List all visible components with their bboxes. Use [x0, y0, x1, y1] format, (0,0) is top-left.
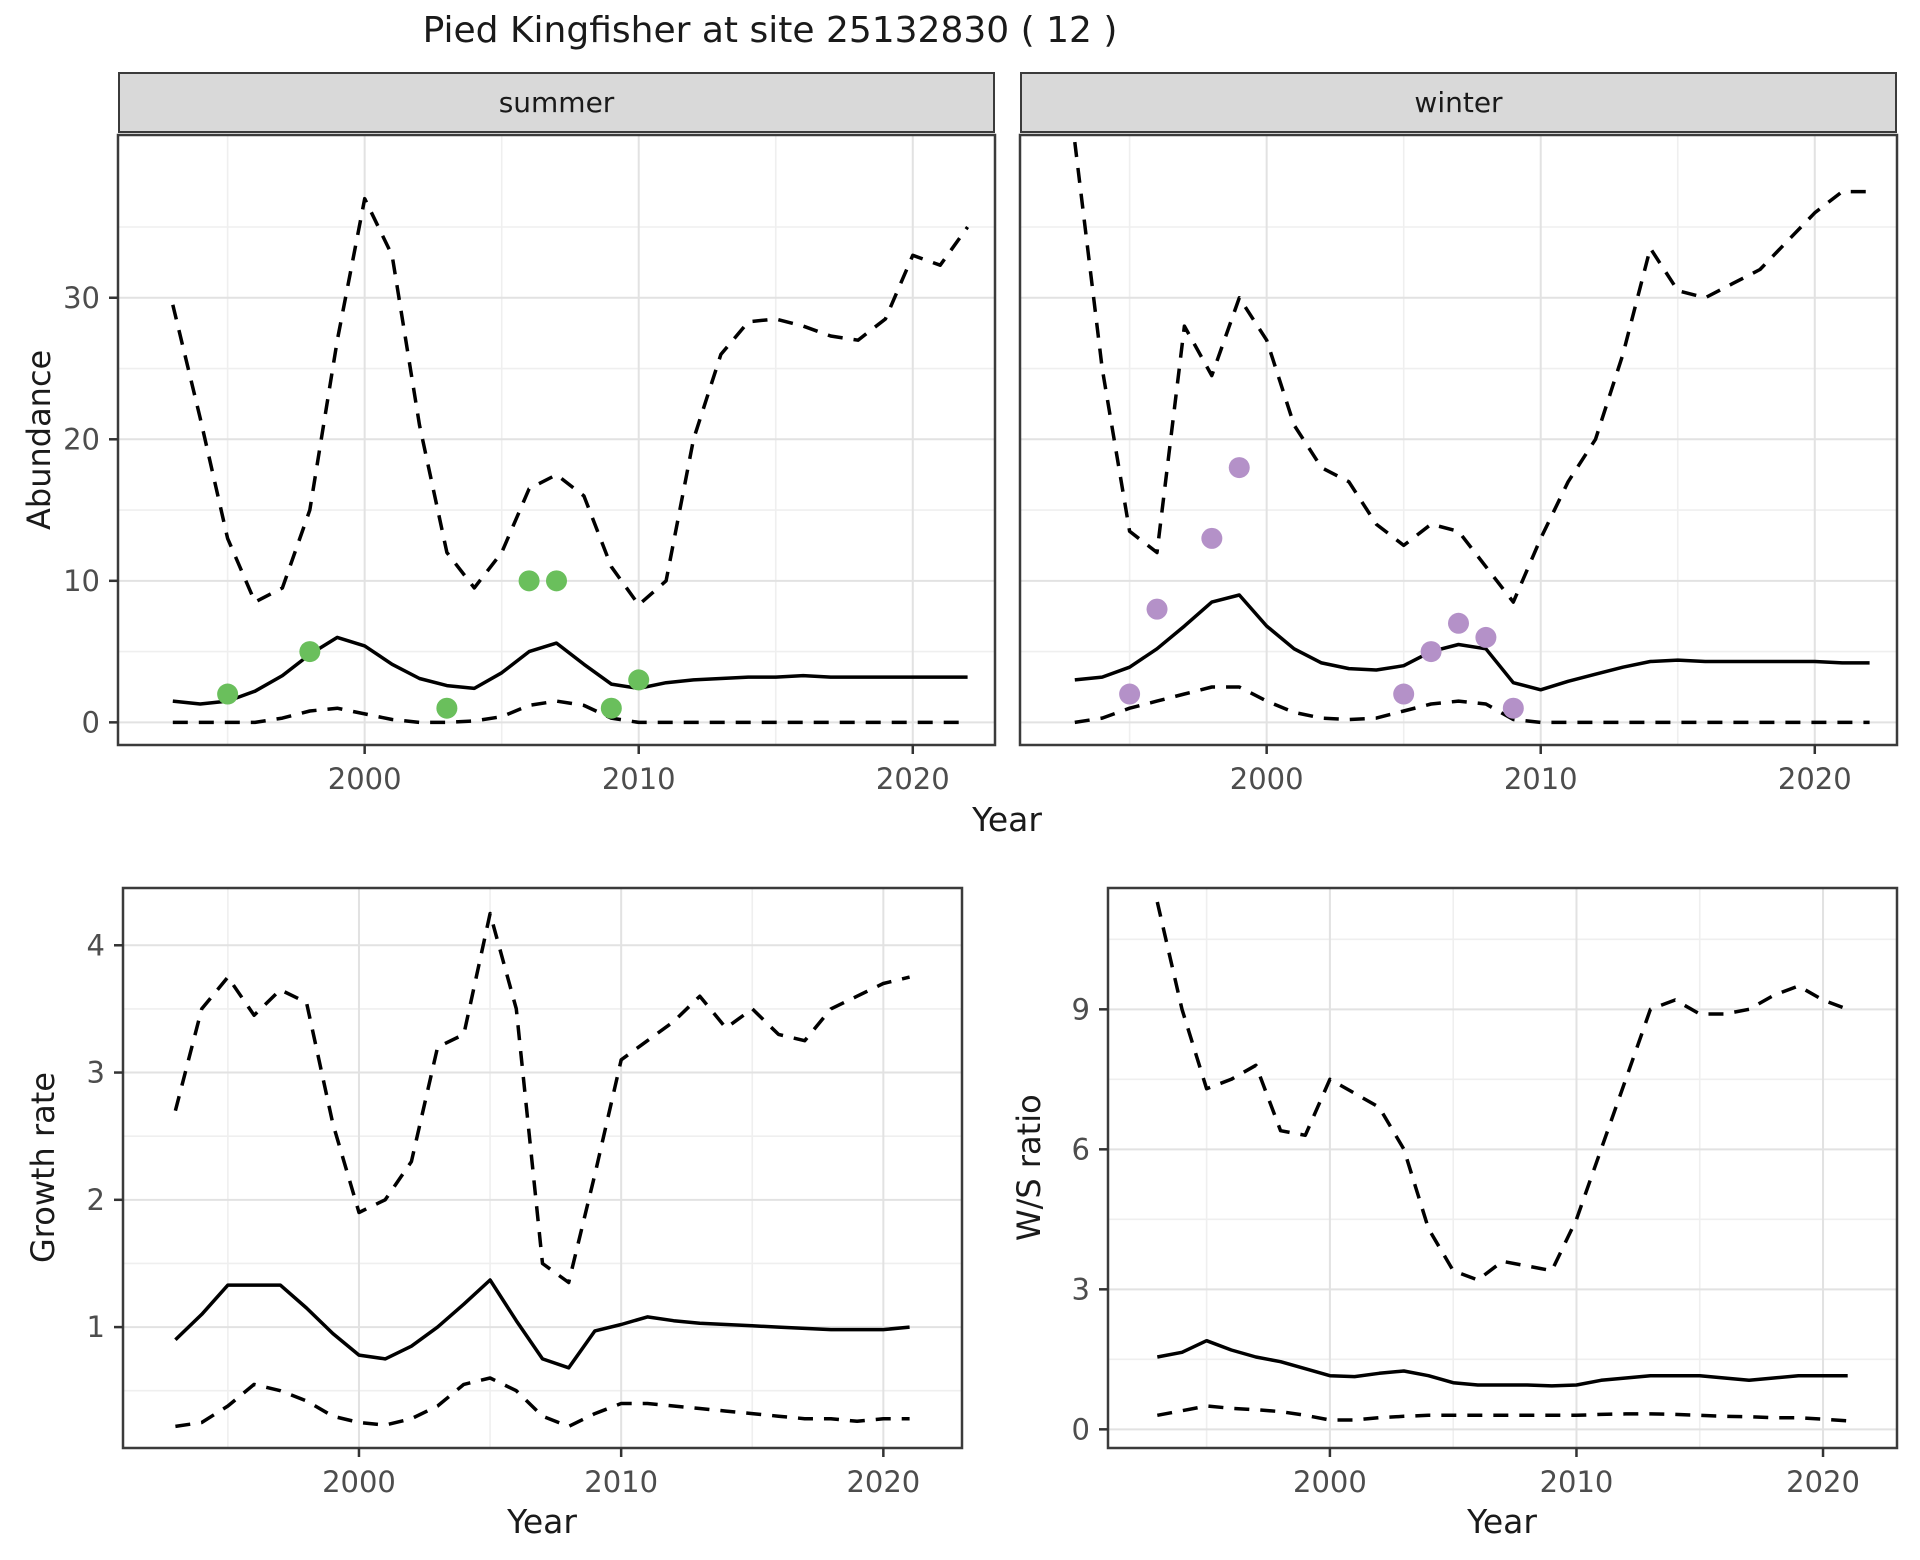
x-axis-title-year-growth: Year [507, 1502, 577, 1541]
median-fit-line [1156, 1338, 1848, 1388]
data-point [1119, 683, 1141, 705]
data-point [518, 570, 540, 592]
data-point [299, 641, 321, 663]
y-tick-label: 3 [1072, 1272, 1090, 1306]
y-axis-ticks: 0 10 20 30 [63, 281, 118, 739]
abundance-summer-panel: 2000 2010 2020 0 10 20 30 [63, 133, 997, 796]
upper-95ci-line [1073, 141, 1870, 604]
series-lines [173, 911, 911, 1429]
x-tick-label: 2020 [1778, 762, 1852, 796]
data-point [217, 683, 239, 705]
x-tick-label: 2020 [1786, 1465, 1860, 1499]
growth-rate-panel: 2000 2010 2020 1 2 3 4 [87, 886, 964, 1499]
lower-95ci-line [175, 1376, 910, 1429]
x-axis-ticks: 2000 2010 2020 [1293, 1448, 1860, 1499]
y-tick-label: 6 [1072, 1132, 1090, 1166]
data-point [1201, 527, 1223, 549]
panel-border [1106, 886, 1899, 1450]
x-axis-ticks: 2000 2010 2020 [1230, 745, 1852, 796]
data-point [1228, 457, 1250, 479]
x-axis-title-year-ws: Year [1467, 1502, 1537, 1541]
y-tick-label: 4 [87, 928, 105, 962]
facet-strip-winter: winter [1020, 72, 1897, 133]
y-tick-label: 10 [63, 564, 100, 598]
data-point [1475, 626, 1497, 648]
data-point [600, 697, 622, 719]
x-tick-label: 2020 [846, 1465, 920, 1499]
x-tick-label: 2000 [328, 762, 402, 796]
x-tick-label: 2010 [1504, 762, 1578, 796]
data-point [1393, 683, 1415, 705]
y-tick-label: 9 [1072, 992, 1090, 1026]
data-point [436, 697, 458, 719]
data-point [1448, 612, 1469, 634]
y-tick-label: 0 [1072, 1412, 1090, 1446]
facet-strip-summer-label: summer [498, 86, 615, 119]
data-point [1502, 697, 1524, 719]
facet-strip-winter-label: winter [1414, 86, 1503, 119]
x-tick-label: 2010 [584, 1465, 658, 1499]
panel-border [1018, 133, 1899, 747]
x-tick-label: 2000 [322, 1465, 396, 1499]
x-axis-ticks: 2000 2010 2020 [322, 1448, 920, 1499]
x-axis-ticks: 2000 2010 2020 [328, 745, 950, 796]
y-tick-label: 2 [87, 1183, 105, 1217]
median-fit-line [1074, 593, 1870, 692]
x-tick-label: 2010 [1540, 1465, 1614, 1499]
data-point [1146, 598, 1168, 620]
median-fit-line [174, 1278, 910, 1370]
y-tick-label: 20 [63, 422, 100, 456]
upper-95ci-line [171, 196, 970, 607]
data-point [546, 570, 567, 592]
abundance-winter-panel: 2000 2010 2020 [1018, 133, 1899, 796]
gridlines [1020, 135, 1897, 745]
observed-counts [1119, 457, 1524, 719]
panel-background [1108, 888, 1897, 1448]
observed-counts [217, 570, 650, 719]
upper-95ci-line [173, 911, 911, 1285]
gridlines [123, 888, 962, 1448]
x-tick-label: 2000 [1230, 762, 1304, 796]
x-tick-label: 2000 [1293, 1465, 1367, 1499]
y-tick-label: 30 [63, 281, 100, 315]
x-tick-label: 2010 [602, 762, 676, 796]
y-tick-label: 3 [87, 1056, 105, 1090]
x-tick-label: 2020 [876, 762, 950, 796]
facet-strip-summer: summer [118, 72, 995, 133]
gridlines [1108, 888, 1897, 1448]
y-tick-label: 1 [87, 1310, 105, 1344]
y-tick-label: 0 [82, 705, 100, 739]
lower-95ci-line [1156, 1404, 1848, 1423]
data-point [628, 669, 650, 691]
data-point [1420, 641, 1442, 663]
y-axis-ticks: 1 2 3 4 [87, 928, 123, 1344]
series-lines [1155, 901, 1849, 1423]
panel-background [123, 888, 962, 1448]
upper-95ci-line [1155, 901, 1849, 1282]
panel-border [121, 886, 964, 1450]
series-lines [1073, 141, 1870, 725]
x-axis-title-year-top: Year [972, 800, 1042, 839]
lower-95ci-line [1074, 685, 1870, 725]
lower-95ci-line [172, 699, 968, 725]
ws-ratio-panel: 2000 2010 2020 0 3 6 9 [1072, 886, 1899, 1499]
chart-title: Pied Kingfisher at site 25132830 ( 12 ) [422, 10, 1118, 51]
y-axis-ticks: 0 3 6 9 [1072, 992, 1108, 1446]
